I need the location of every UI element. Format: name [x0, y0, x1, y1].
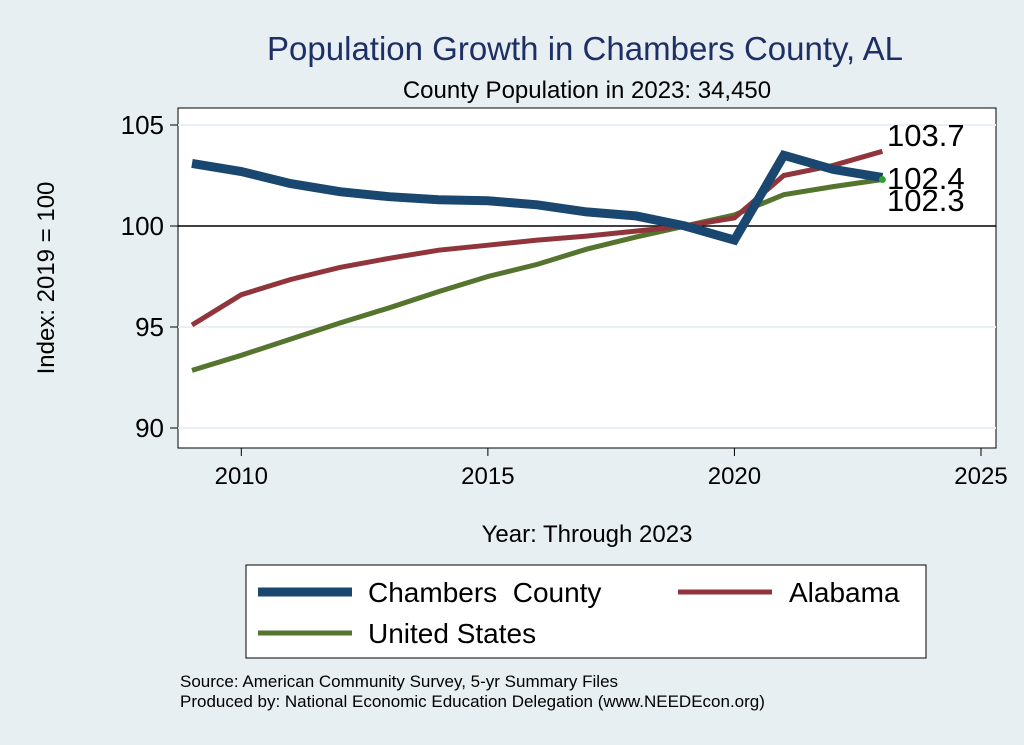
- y-tick-label: 105: [121, 110, 164, 140]
- series-line-united-states: [191, 177, 883, 373]
- chart-title: Population Growth in Chambers County, AL: [267, 30, 903, 67]
- x-tick-label: 2020: [708, 463, 761, 490]
- legend-label: Chambers County: [368, 577, 601, 608]
- legend-label: United States: [368, 618, 536, 649]
- legend-box: [245, 564, 927, 659]
- produced-by-text: Produced by: National Economic Education…: [180, 692, 765, 711]
- series-line-chambers-county: [191, 150, 884, 246]
- legend-entries: Chambers County Alabama United States: [258, 577, 900, 649]
- source-text: Source: American Community Survey, 5-yr …: [180, 672, 619, 691]
- source-notes: Source: American Community Survey, 5-yr …: [180, 672, 765, 712]
- x-tick-label: 2025: [954, 463, 1007, 490]
- plot-area: [177, 107, 997, 449]
- x-tick-label: 2015: [461, 463, 514, 490]
- legend-label: Alabama: [789, 577, 900, 608]
- y-tick-label: 90: [135, 413, 164, 443]
- chart-subtitle: County Population in 2023: 34,450: [403, 77, 771, 104]
- legend: Chambers County Alabama United States: [245, 564, 927, 659]
- end-value-label: 102.4: [887, 161, 965, 196]
- series-lines: [190, 148, 886, 373]
- y-tick-label: 100: [121, 211, 164, 241]
- end-value-label: 102.3: [887, 183, 965, 218]
- grid-lines: [178, 124, 996, 429]
- end-value-label: 103.7: [887, 118, 965, 153]
- series-end-marker-united-states: [878, 176, 886, 184]
- x-axis-label: Year: Through 2023: [482, 521, 693, 548]
- y-tick-label: 95: [135, 312, 164, 342]
- y-axis-label: Index: 2019 = 100: [33, 182, 60, 375]
- x-tick-label: 2010: [215, 463, 268, 490]
- axes: 90 95 100 105 2010 2015 2020 2025: [121, 110, 1008, 490]
